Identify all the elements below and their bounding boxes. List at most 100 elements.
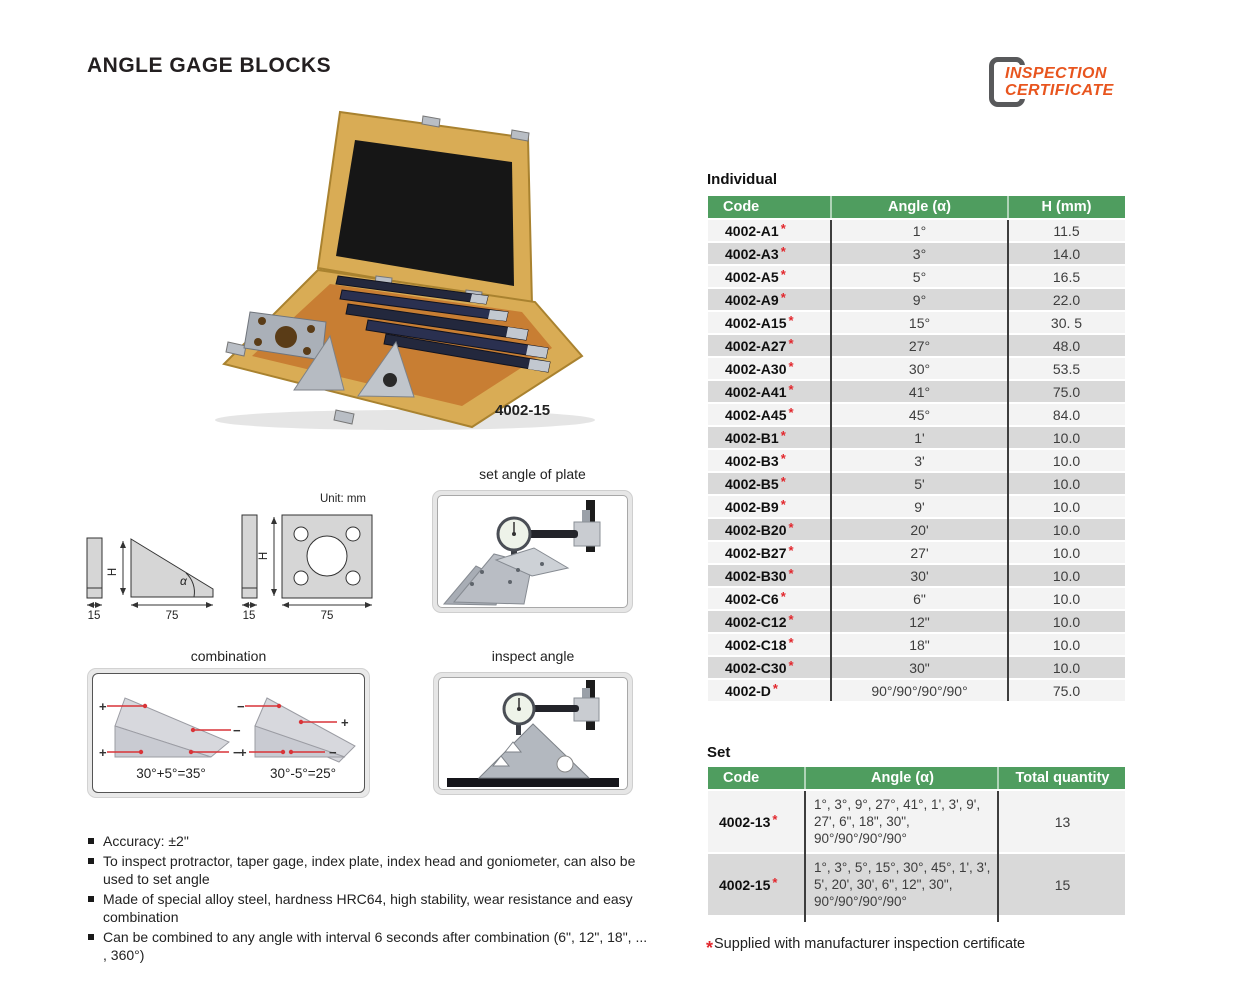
footnote-asterisk: * <box>706 938 714 958</box>
combination-panel: + − + − 30°+5°=35° − + <box>87 668 370 798</box>
combination-subtract-figure: − + + − 30°-5°=25° <box>237 697 356 781</box>
angle-cell: 27° <box>831 335 1008 356</box>
angle-cell: 6" <box>831 588 1008 609</box>
certificate-asterisk: * <box>788 519 794 535</box>
certificate-asterisk: * <box>788 381 794 397</box>
product-photo-wooden-case <box>215 110 595 430</box>
certificate-asterisk: * <box>780 289 786 305</box>
table-row: 4002-B3 * 3' 10.0 <box>708 450 1125 471</box>
combination-caption: combination <box>190 648 267 664</box>
certificate-asterisk: * <box>780 496 786 512</box>
svg-text:+: + <box>341 715 349 730</box>
angle-cell: 9° <box>831 289 1008 310</box>
table-row: 4002-13 * 1°, 3°, 9°, 27°, 41°, 1', 3', 9… <box>708 791 1125 852</box>
angle-cell: 5' <box>831 473 1008 494</box>
combination-diagram: + − + − 30°+5°=35° − + <box>99 697 356 781</box>
svg-text:75: 75 <box>166 610 179 622</box>
angle-cell: 5° <box>831 266 1008 287</box>
angle-cell: 18" <box>831 634 1008 655</box>
base-clasp-icon <box>333 409 355 425</box>
angle-cell: 15° <box>831 312 1008 333</box>
bullet-square-icon <box>88 934 94 940</box>
h-cell: 10.0 <box>1008 542 1125 563</box>
svg-text:15: 15 <box>88 610 101 622</box>
angle-cell: 27' <box>831 542 1008 563</box>
code-cell: 4002-C12 * <box>708 611 831 632</box>
column-divider <box>997 791 999 922</box>
code-cell: 4002-C18 * <box>708 634 831 655</box>
code-cell: 4002-A9 * <box>708 289 831 310</box>
h-cell: 30. 5 <box>1008 312 1125 333</box>
column-divider <box>804 791 806 922</box>
table-row: 4002-A3 * 3° 14.0 <box>708 243 1125 264</box>
angle-block-v-grooves <box>477 723 591 779</box>
feature-list: Accuracy: ±2" To inspect protractor, tap… <box>88 832 653 966</box>
list-item: To inspect protractor, taper gage, index… <box>88 852 653 888</box>
svg-text:H: H <box>107 568 119 576</box>
certificate-asterisk: * <box>780 266 786 282</box>
code-cell: 4002-B27 * <box>708 542 831 563</box>
list-item: Made of special alloy steel, hardness HR… <box>88 890 653 926</box>
svg-text:+: + <box>99 699 107 714</box>
table-row: 4002-A9 * 9° 22.0 <box>708 289 1125 310</box>
h-cell: 10.0 <box>1008 427 1125 448</box>
table-row: 4002-C12 * 12" 10.0 <box>708 611 1125 632</box>
code-cell: 4002-A45 * <box>708 404 831 425</box>
angle-cell: 30° <box>831 358 1008 379</box>
stand-clamp <box>573 521 601 547</box>
h-cell: 10.0 <box>1008 565 1125 586</box>
svg-text:+: + <box>99 745 107 760</box>
inspect-angle-photo-frame <box>433 672 633 795</box>
individual-table: Code Angle (α) H (mm) 4002-A1 * 1° 11.5 4… <box>708 194 1125 703</box>
table-row: 4002-B9 * 9' 10.0 <box>708 496 1125 517</box>
bullet-square-icon <box>88 896 94 902</box>
code-cell: 4002-C6 * <box>708 588 831 609</box>
plate-front-view: H 75 <box>258 514 373 622</box>
lid-clasp-icon <box>510 129 530 142</box>
angle-cell: 9' <box>831 496 1008 517</box>
svg-text:−: − <box>329 745 337 760</box>
wedge-front-view: α H 75 <box>107 538 214 622</box>
svg-text:−: − <box>237 699 245 714</box>
table-row: 4002-15 * 1°, 3°, 5°, 15°, 30°, 45°, 1', … <box>708 854 1125 915</box>
code-cell: 4002-A27 * <box>708 335 831 356</box>
list-item-text: Accuracy: ±2" <box>103 833 189 849</box>
table-row: 4002-A1 * 1° 11.5 <box>708 220 1125 241</box>
angle-cell: 45° <box>831 404 1008 425</box>
table-row: 4002-A15 * 15° 30. 5 <box>708 312 1125 333</box>
list-item-text: Can be combined to any angle with interv… <box>103 929 648 963</box>
certificate-asterisk: * <box>788 312 794 328</box>
svg-text:H: H <box>258 552 270 560</box>
code-cell: 4002-B30 * <box>708 565 831 586</box>
h-cell: 10.0 <box>1008 519 1125 540</box>
set-table: Code Angle (α) Total quantity 4002-13 * 1… <box>708 765 1125 917</box>
code-cell: 4002-B3 * <box>708 450 831 471</box>
code-cell: 4002-13 * <box>708 791 805 852</box>
set-angle-photo-frame <box>432 490 633 613</box>
header-divider <box>997 767 999 789</box>
logo-line-2: CERTIFICATE <box>1003 82 1116 99</box>
code-cell: 4002-A41 * <box>708 381 831 402</box>
combination-add-formula: 30°+5°=35° <box>136 766 206 781</box>
certificate-asterisk: * <box>780 243 786 259</box>
certificate-asterisk: * <box>772 680 778 696</box>
code-cell: 4002-C30 * <box>708 657 831 678</box>
certificate-asterisk: * <box>780 427 786 443</box>
col-header-code: Code <box>708 767 805 789</box>
table-row: 4002-A41 * 41° 75.0 <box>708 381 1125 402</box>
table-row: 4002-B27 * 27' 10.0 <box>708 542 1125 563</box>
certificate-asterisk: * <box>788 657 794 673</box>
svg-text:+: + <box>239 745 247 760</box>
header-divider <box>830 196 832 218</box>
header-divider <box>804 767 806 789</box>
svg-text:α: α <box>180 574 188 588</box>
inspect-angle-photo <box>447 680 619 787</box>
triangle-block <box>293 334 345 391</box>
table-row: 4002-A5 * 5° 16.5 <box>708 266 1125 287</box>
angle-cell: 30" <box>831 657 1008 678</box>
list-item-text: To inspect protractor, taper gage, index… <box>103 853 636 887</box>
list-item: Accuracy: ±2" <box>88 832 653 850</box>
angle-block-stack <box>442 547 570 606</box>
qty-cell: 13 <box>1000 791 1125 852</box>
column-divider <box>1007 220 1009 701</box>
